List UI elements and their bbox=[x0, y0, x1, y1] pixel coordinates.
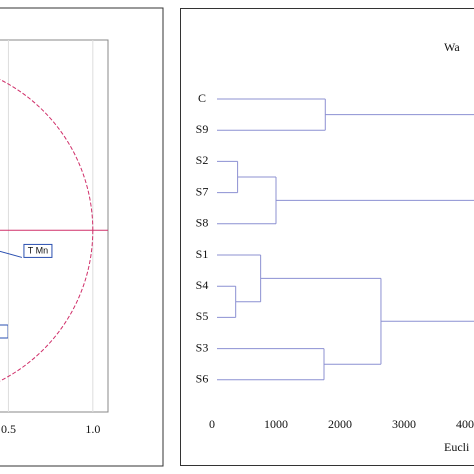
loading-label-box bbox=[23, 243, 53, 258]
left-panel-border bbox=[0, 7, 164, 467]
left-plot-frame bbox=[0, 39, 109, 413]
leaf-label: C bbox=[198, 91, 206, 105]
leaf-label: S7 bbox=[196, 184, 209, 198]
loading-label: T Mn bbox=[28, 245, 48, 255]
right-panel-border bbox=[180, 8, 474, 466]
x-tick-label: 0.5 bbox=[1, 422, 16, 436]
leaf-label: S3 bbox=[196, 340, 209, 354]
x-tick-label: 0 bbox=[209, 417, 215, 431]
x-tick-label: 3000 bbox=[392, 417, 416, 431]
leaf-label: S1 bbox=[196, 247, 209, 261]
chart-title: Wa bbox=[444, 40, 460, 54]
leaf-label: S9 bbox=[196, 122, 209, 136]
x-tick-label: 4000 bbox=[456, 417, 474, 431]
leaf-label: S8 bbox=[196, 216, 209, 230]
cut-label-box bbox=[0, 324, 9, 339]
loading-vector bbox=[0, 250, 23, 258]
dendrogram: Wa Eucli 0 1000 2000 3000 4000 C S9 S2 S7 S8 S1 S4 S5 S… bbox=[196, 40, 474, 454]
x-tick-label: 2000 bbox=[328, 417, 352, 431]
leaf-label: S4 bbox=[196, 278, 209, 292]
x-axis-label: Eucli bbox=[444, 440, 470, 454]
left-axes: 0.5 1.0 bbox=[1, 422, 100, 436]
leaf-label: S6 bbox=[196, 372, 209, 386]
leaf-label: S5 bbox=[196, 309, 209, 323]
x-tick-label: 1000 bbox=[264, 417, 288, 431]
leaf-label: S2 bbox=[196, 153, 209, 167]
left-plot: T Mn bbox=[0, 40, 108, 412]
x-tick-label: 1.0 bbox=[85, 422, 100, 436]
